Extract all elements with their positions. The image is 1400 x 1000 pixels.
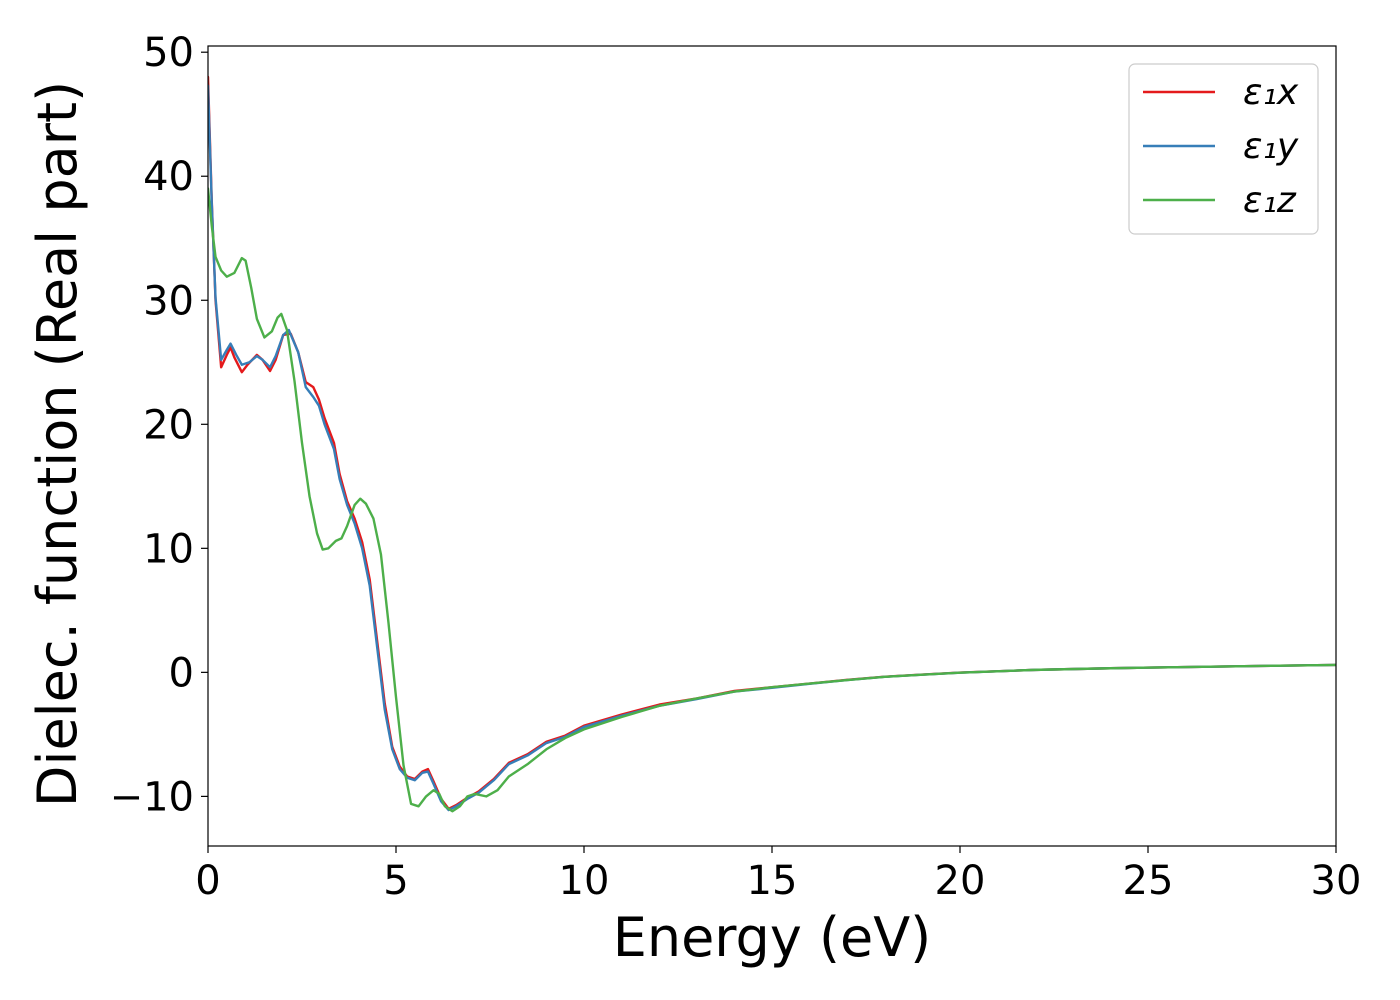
x-tick-label: 5 (383, 858, 408, 904)
y-tick-label: 30 (143, 278, 194, 324)
y-axis: −10 0 10 20 30 40 50 (110, 30, 208, 820)
y-tick-label: 40 (143, 154, 194, 200)
x-tick-label: 20 (935, 858, 986, 904)
x-axis-title: Energy (eV) (613, 906, 932, 969)
y-axis-title: Dielec. function (Real part) (26, 81, 89, 807)
y-tick-label: −10 (110, 774, 194, 820)
x-tick-label: 30 (1311, 858, 1362, 904)
legend-label: ε₁z (1243, 180, 1297, 221)
y-tick-label: 50 (143, 30, 194, 76)
plot-area (208, 75, 1336, 813)
y-tick-label: 0 (169, 650, 194, 696)
x-tick-label: 25 (1123, 858, 1174, 904)
x-tick-label: 10 (559, 858, 610, 904)
legend-label: ε₁x (1243, 72, 1299, 113)
y-tick-label: 10 (143, 526, 194, 572)
x-tick-label: 15 (747, 858, 798, 904)
x-tick-label: 0 (195, 858, 220, 904)
legend: ε₁x ε₁y ε₁z (1128, 63, 1319, 235)
legend-label: ε₁y (1243, 126, 1299, 167)
y-tick-label: 20 (143, 402, 194, 448)
x-axis: 0 5 10 15 20 25 30 (195, 846, 1361, 904)
series-line-3 (208, 187, 1336, 813)
legend-box (1128, 63, 1319, 235)
